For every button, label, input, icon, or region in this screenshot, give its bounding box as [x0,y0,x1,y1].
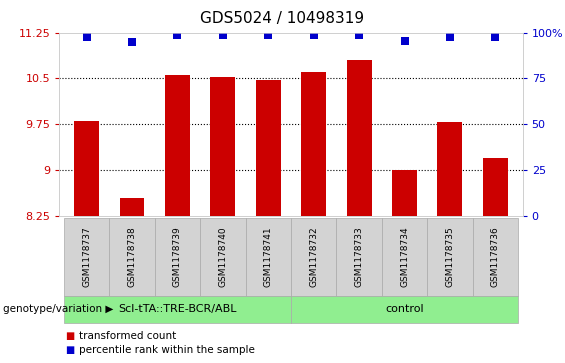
Bar [74,121,99,216]
Text: transformed count: transformed count [79,331,176,341]
Text: GSM1178732: GSM1178732 [309,227,318,287]
Text: GSM1178740: GSM1178740 [218,227,227,287]
Point [355,32,364,38]
Point [400,38,409,44]
Text: genotype/variation ▶: genotype/variation ▶ [3,305,113,314]
Bar [165,76,190,216]
Point [218,32,227,38]
Bar [483,158,508,216]
Text: percentile rank within the sample: percentile rank within the sample [79,344,255,355]
Text: GSM1178734: GSM1178734 [400,227,409,287]
Bar [346,60,372,216]
Bar [256,80,281,216]
Bar [437,122,462,216]
Bar [120,197,145,216]
Point [491,34,500,40]
Bar [301,72,326,216]
Point [445,34,454,40]
Text: GSM1178739: GSM1178739 [173,227,182,287]
Text: GSM1178737: GSM1178737 [82,227,91,287]
Point [173,32,182,38]
Point [264,32,273,38]
Text: GSM1178735: GSM1178735 [445,227,454,287]
Point [309,32,318,38]
Point [82,34,91,40]
Point [128,39,137,45]
Text: GSM1178733: GSM1178733 [355,227,364,287]
Text: ■: ■ [65,331,74,341]
Bar [392,170,417,216]
Text: control: control [385,305,424,314]
Text: GDS5024 / 10498319: GDS5024 / 10498319 [201,11,364,26]
Bar [210,77,236,216]
Text: GSM1178741: GSM1178741 [264,227,273,287]
Text: GSM1178736: GSM1178736 [491,227,500,287]
Text: ■: ■ [65,344,74,355]
Text: GSM1178738: GSM1178738 [128,227,137,287]
Text: Scl-tTA::TRE-BCR/ABL: Scl-tTA::TRE-BCR/ABL [118,305,237,314]
